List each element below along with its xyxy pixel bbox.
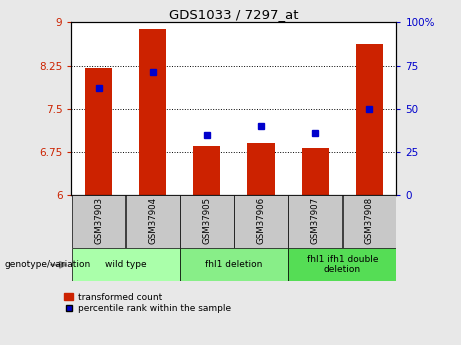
Bar xyxy=(180,248,288,281)
Text: GSM37906: GSM37906 xyxy=(256,197,266,244)
Bar xyxy=(193,146,220,195)
Bar xyxy=(301,148,329,195)
Text: GSM37908: GSM37908 xyxy=(365,197,374,244)
Text: GSM37904: GSM37904 xyxy=(148,197,157,244)
Bar xyxy=(343,195,396,248)
Text: fhl1 ifh1 double
deletion: fhl1 ifh1 double deletion xyxy=(307,255,378,275)
Text: genotype/variation: genotype/variation xyxy=(5,260,91,269)
Bar xyxy=(356,44,383,195)
Text: fhl1 deletion: fhl1 deletion xyxy=(205,260,263,269)
Text: GSM37907: GSM37907 xyxy=(311,197,320,244)
Title: GDS1033 / 7297_at: GDS1033 / 7297_at xyxy=(169,8,299,21)
Text: wild type: wild type xyxy=(105,260,147,269)
Bar xyxy=(289,248,396,281)
Bar xyxy=(126,195,179,248)
Bar xyxy=(180,195,234,248)
Text: GSM37905: GSM37905 xyxy=(202,197,212,244)
Text: GSM37903: GSM37903 xyxy=(94,197,103,244)
Bar xyxy=(234,195,288,248)
Bar xyxy=(85,68,112,195)
Bar xyxy=(289,195,342,248)
Legend: transformed count, percentile rank within the sample: transformed count, percentile rank withi… xyxy=(65,293,231,313)
Bar xyxy=(139,29,166,195)
Bar xyxy=(248,143,275,195)
Bar xyxy=(72,195,125,248)
Bar xyxy=(72,248,179,281)
